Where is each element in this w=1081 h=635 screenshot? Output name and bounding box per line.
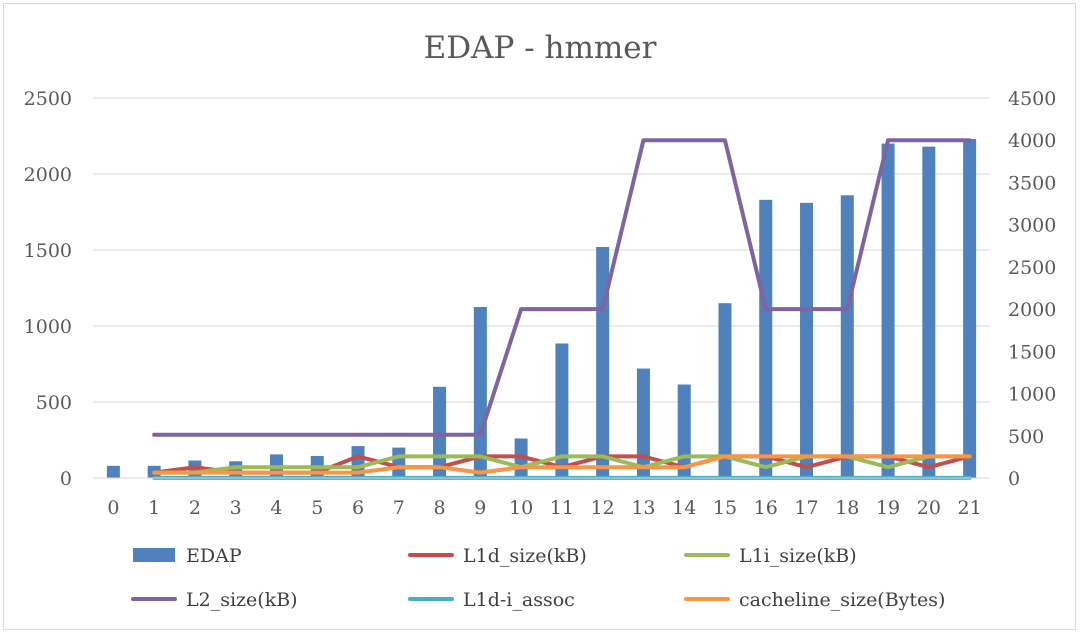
legend-swatch-edap — [133, 548, 175, 562]
bar-edap-12 — [596, 246, 610, 478]
y-right-tick-label: 1000 — [1008, 384, 1056, 406]
x-tick-label: 21 — [958, 497, 982, 519]
y-left-tick-label: 1500 — [24, 240, 72, 262]
bar-edap-19 — [881, 143, 895, 478]
x-tick-label: 2 — [189, 497, 201, 519]
y-right-tick-label: 2500 — [1008, 257, 1056, 279]
legend-label-l2-size-kb: L2_size(kB) — [186, 589, 298, 611]
x-tick-label: 1 — [148, 497, 160, 519]
x-tick-label: 18 — [835, 497, 859, 519]
bar-edap-16 — [759, 199, 773, 478]
bar-edap-15 — [718, 303, 732, 478]
x-tick-label: 19 — [876, 497, 900, 519]
bar-edap-17 — [800, 202, 814, 478]
x-tick-label: 20 — [917, 497, 941, 519]
x-tick-label: 16 — [754, 497, 778, 519]
bar-edap-9 — [473, 307, 487, 478]
line-l2-size-kb — [152, 138, 972, 437]
y-left-tick-label: 0 — [60, 468, 72, 490]
bar-edap-13 — [636, 368, 650, 478]
y-right-tick-label: 2000 — [1008, 299, 1056, 321]
y-right-tick-label: 4500 — [1008, 88, 1056, 110]
y-right-tick-label: 500 — [1008, 426, 1044, 448]
x-tick-label: 6 — [352, 497, 364, 519]
x-tick-label: 10 — [509, 497, 533, 519]
x-tick-label: 7 — [393, 497, 405, 519]
y-left-tick-label: 2000 — [24, 164, 72, 186]
x-tick-label: 12 — [591, 497, 615, 519]
x-tick-label: 11 — [550, 497, 574, 519]
bar-edap-18 — [840, 195, 854, 478]
x-tick-label: 4 — [270, 497, 282, 519]
bar-series — [106, 139, 977, 479]
legend-label-l1d-size-kb: L1d_size(kB) — [463, 545, 587, 567]
y-right-tick-label: 4000 — [1008, 130, 1056, 152]
x-tick-label: 15 — [713, 497, 737, 519]
line-cacheline-size-bytes — [152, 454, 972, 475]
bar-edap-20 — [922, 146, 936, 478]
legend-label-l1i-size-kb: L1i_size(kB) — [739, 545, 857, 567]
bar-edap-11 — [555, 343, 569, 478]
bar-edap-0 — [106, 465, 120, 478]
bar-edap-6 — [351, 446, 365, 478]
bar-edap-7 — [392, 447, 406, 478]
x-tick-label: 8 — [434, 497, 446, 519]
x-tick-label: 17 — [794, 497, 818, 519]
legend-label-l1d-i-assoc: L1d-i_assoc — [463, 589, 575, 611]
gridlines — [93, 97, 990, 403]
axes: 0 500 1000 1500 2000 2500 0 500 1000 1500 2000 2500… — [24, 88, 1057, 519]
y-right-tick-label: 3500 — [1008, 172, 1056, 194]
y-right-tick-label: 0 — [1008, 468, 1020, 490]
y-left-tick-label: 2500 — [24, 88, 72, 110]
x-tick-label: 13 — [631, 497, 655, 519]
y-left-tick-label: 500 — [36, 392, 72, 414]
x-tick-label: 3 — [230, 497, 242, 519]
legend-label-cacheline-size-bytes: cacheline_size(Bytes) — [739, 589, 945, 611]
y-right-tick-label: 3000 — [1008, 215, 1056, 237]
x-tick-label: 14 — [672, 497, 696, 519]
x-tick-label: 0 — [107, 497, 119, 519]
legend: EDAP L1d_size(kB) L1i_size(kB) L2_size(kB) L… — [131, 545, 945, 611]
x-tick-label: 5 — [311, 497, 323, 519]
legend-label-edap: EDAP — [186, 545, 242, 567]
chart-frame — [3, 3, 1076, 630]
x-tick-label: 9 — [474, 497, 486, 519]
chart-title: EDAP - hmmer — [424, 30, 657, 66]
y-right-tick-label: 1500 — [1008, 341, 1056, 363]
y-left-tick-label: 1000 — [24, 316, 72, 338]
bar-edap-21 — [963, 139, 977, 479]
